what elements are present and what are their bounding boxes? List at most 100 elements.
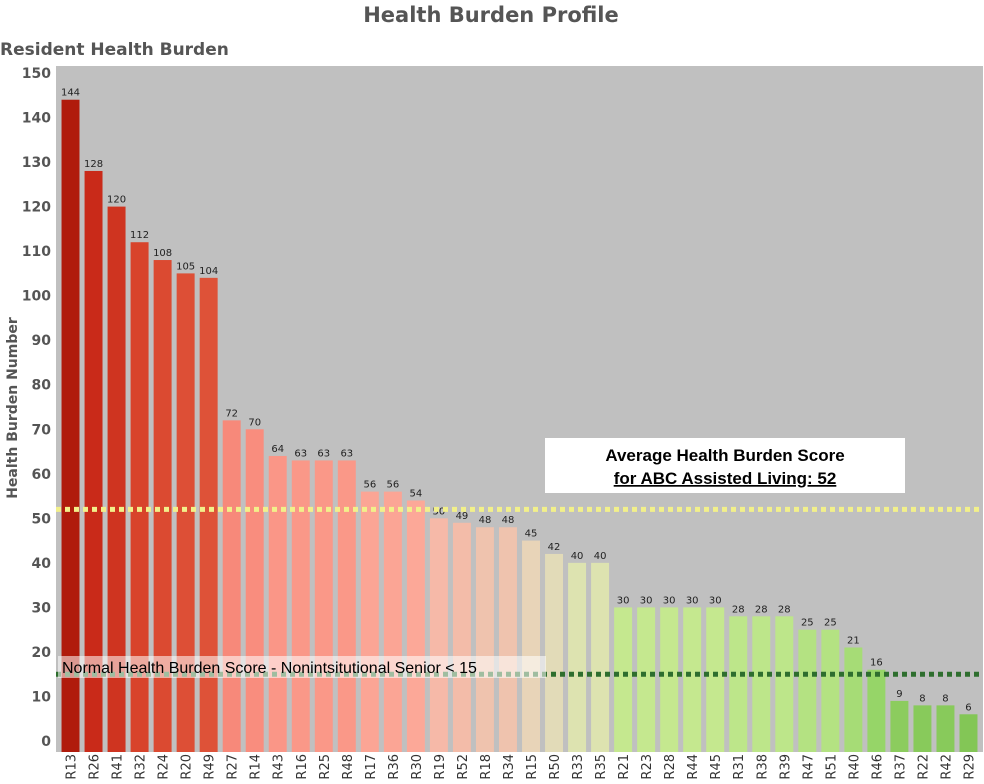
y-tick-label: 60 (32, 467, 52, 483)
data-label: 40 (571, 551, 584, 562)
bars (61, 99, 978, 753)
data-label: 28 (755, 604, 768, 615)
bar (545, 553, 564, 752)
data-label: 21 (847, 635, 860, 646)
x-tick-label: R25 (318, 754, 333, 780)
y-tick-label: 20 (32, 645, 52, 661)
data-label: 9 (896, 689, 902, 700)
data-label: 144 (61, 88, 80, 99)
plot-background (56, 66, 983, 752)
data-label: 112 (130, 230, 149, 241)
bar (637, 607, 656, 752)
data-label: 25 (801, 618, 814, 629)
x-tick-label: R35 (594, 754, 609, 780)
data-label: 56 (363, 480, 376, 491)
data-label: 105 (176, 261, 195, 272)
y-tick-label: 10 (32, 689, 52, 705)
x-tick-label: R22 (916, 754, 931, 780)
data-label: 16 (870, 658, 883, 669)
x-tick-label: R17 (364, 754, 379, 780)
x-tick-label: R50 (548, 754, 563, 780)
data-label: 120 (107, 195, 126, 206)
bar (913, 705, 932, 752)
bar (61, 99, 80, 753)
y-tick-label: 100 (22, 289, 51, 305)
x-tick-label: R24 (157, 754, 172, 780)
bar (775, 616, 794, 752)
bar (268, 455, 287, 752)
y-axis-label: Health Burden Number (5, 317, 21, 499)
x-axis-ticks: R13 R26 R41 R32 R24 R20 R49 R27 R14 R43 R16 R25 R48 R… (65, 754, 978, 780)
chart-title: Health Burden Profile (363, 3, 619, 27)
data-label: 30 (617, 595, 630, 606)
x-tick-label: R38 (755, 754, 770, 780)
x-tick-label: R23 (640, 754, 655, 780)
y-tick-label: 70 (32, 422, 52, 438)
x-tick-label: R20 (180, 754, 195, 780)
data-label: 42 (548, 542, 561, 553)
x-tick-label: R52 (456, 754, 471, 780)
bar (706, 607, 725, 752)
bar (821, 629, 840, 752)
data-label: 63 (294, 448, 307, 459)
bar (84, 170, 103, 752)
chart-subtitle: Resident Health Burden (0, 40, 229, 60)
x-tick-label: R34 (502, 754, 517, 780)
normal-annotation-text: Normal Health Burden Score - Nonintsitut… (62, 660, 477, 677)
bar (475, 527, 494, 752)
y-tick-label: 40 (32, 556, 52, 572)
x-tick-label: R48 (341, 754, 356, 780)
bar (245, 429, 264, 752)
x-tick-label: R13 (65, 754, 80, 780)
x-tick-label: R33 (571, 754, 586, 780)
bar (222, 420, 241, 752)
x-tick-label: R30 (410, 754, 425, 780)
data-label: 6 (965, 702, 971, 713)
x-tick-label: R42 (939, 754, 954, 780)
y-tick-label: 30 (32, 600, 52, 616)
x-tick-label: R18 (479, 754, 494, 780)
data-label: 72 (225, 408, 238, 419)
x-tick-label: R32 (134, 754, 149, 780)
data-label: 48 (502, 515, 515, 526)
x-tick-label: R44 (686, 754, 701, 780)
data-label: 25 (824, 618, 837, 629)
bar (844, 647, 863, 752)
x-tick-label: R29 (962, 754, 977, 780)
bar (798, 629, 817, 752)
average-annotation-line2: for ABC Assisted Living: 52 (614, 469, 837, 488)
x-tick-label: R19 (433, 754, 448, 780)
bar (429, 518, 448, 752)
x-tick-label: R39 (778, 754, 793, 780)
x-tick-label: R14 (249, 754, 264, 780)
y-tick-label: 120 (22, 200, 51, 216)
x-tick-label: R28 (663, 754, 678, 780)
x-tick-label: R31 (732, 754, 747, 780)
x-tick-label: R41 (111, 754, 126, 780)
data-label: 8 (942, 693, 948, 704)
x-tick-label: R26 (88, 754, 103, 780)
bar (314, 460, 333, 752)
x-tick-label: R21 (617, 754, 632, 780)
bar (130, 242, 149, 752)
data-label: 56 (386, 480, 399, 491)
bar (107, 206, 126, 753)
x-tick-label: R27 (226, 754, 241, 780)
data-label: 30 (686, 595, 699, 606)
y-tick-label: 80 (32, 378, 52, 394)
data-label: 28 (778, 604, 791, 615)
bar (729, 616, 748, 752)
x-tick-label: R40 (847, 754, 862, 780)
bar (153, 260, 172, 752)
bar (591, 562, 610, 752)
data-label: 108 (153, 248, 172, 259)
data-label: 45 (525, 529, 538, 540)
bar (383, 491, 402, 752)
data-label: 8 (919, 693, 925, 704)
data-label: 54 (410, 489, 423, 500)
bar (752, 616, 771, 752)
bar (959, 714, 978, 752)
data-label: 30 (709, 595, 722, 606)
y-tick-label: 0 (41, 734, 51, 750)
